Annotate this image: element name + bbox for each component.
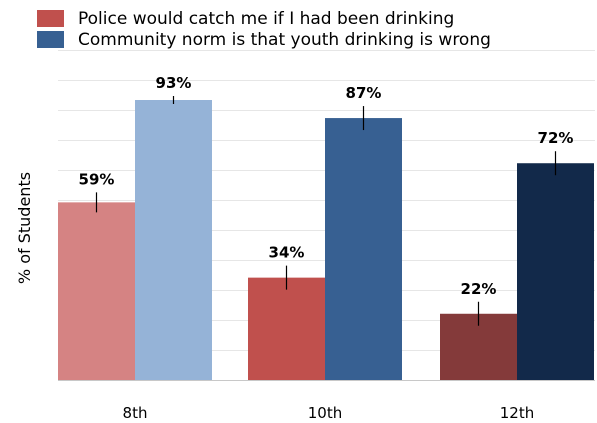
x-tick-label-8th: 8th [123,404,148,422]
data-label-8th-series-2: 93% [156,74,192,92]
bar-10th-series-2 [325,118,402,380]
data-label-12th-series-1: 22% [461,280,497,298]
legend: Police would catch me if I had been drin… [37,9,491,50]
y-axis-title: % of Students [15,172,34,284]
data-label-10th-series-1: 34% [269,244,305,262]
bar-8th-series-2 [135,100,212,380]
data-label-12th-series-2: 72% [538,129,574,147]
x-tick-labels: 8th 10th 12th [123,404,535,422]
legend-swatch-2 [37,31,64,48]
legend-swatch-1 [37,10,64,27]
data-labels: 59% 93% 34% 87% 22% 72% [79,74,574,298]
legend-label-1: Police would catch me if I had been drin… [78,9,454,29]
x-tick-label-12th: 12th [500,404,534,422]
error-bars [95,96,557,326]
bar-12th-series-2 [517,163,594,380]
data-label-10th-series-2: 87% [346,84,382,102]
bar-8th-series-1 [58,202,135,380]
bars [58,100,594,380]
data-label-8th-series-1: 59% [79,170,115,188]
bar-10th-series-1 [248,277,325,380]
x-tick-label-10th: 10th [308,404,342,422]
legend-label-2: Community norm is that youth drinking is… [78,30,491,50]
